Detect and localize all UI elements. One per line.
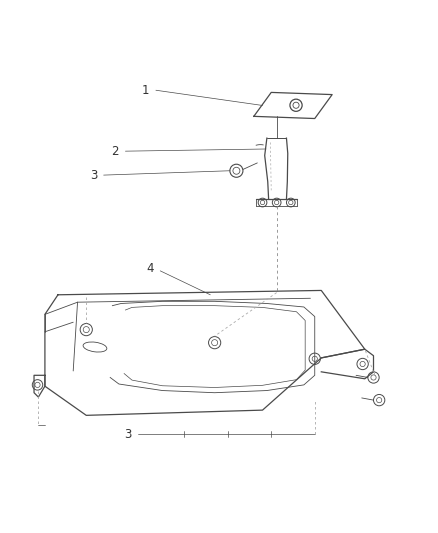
Text: 3: 3 (90, 168, 97, 182)
Text: 1: 1 (142, 84, 149, 96)
Text: 4: 4 (146, 262, 154, 275)
Text: 2: 2 (111, 144, 119, 158)
Text: 3: 3 (124, 427, 132, 441)
